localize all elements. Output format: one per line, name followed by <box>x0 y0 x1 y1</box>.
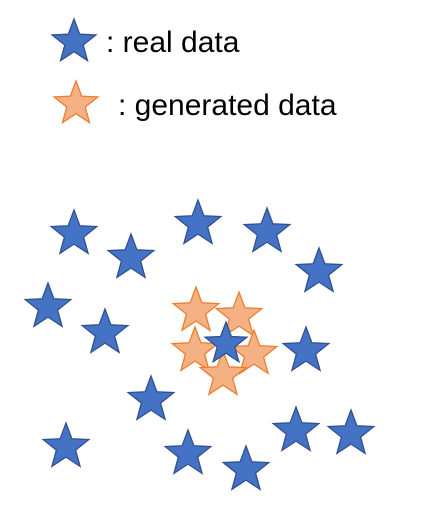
real-data-star-icon <box>41 421 91 468</box>
legend-real-star-icon <box>50 17 98 63</box>
real-data-star-icon <box>326 408 376 455</box>
real-data-star-icon <box>203 320 249 364</box>
real-data-star-icon <box>50 17 98 63</box>
legend-real-label: : real data <box>106 26 240 59</box>
real-data-star-icon <box>49 208 99 255</box>
legend: : real data : generated data <box>50 17 337 125</box>
real-data-star-icon <box>294 246 344 293</box>
legend-generated-label: : generated data <box>118 89 337 122</box>
real-data-star-icon <box>106 232 156 279</box>
real-data-star-icon <box>281 325 331 372</box>
real-data-star-icon <box>23 281 73 328</box>
generated-data-star-icon <box>52 79 100 125</box>
real-data-points <box>23 198 376 491</box>
real-data-star-icon <box>271 405 321 452</box>
generated-data-star-icon <box>214 290 264 337</box>
generated-data-points <box>170 285 279 396</box>
real-data-star-icon <box>126 374 176 421</box>
real-data-star-icon <box>163 428 213 475</box>
generated-data-star-icon <box>171 285 221 332</box>
real-data-star-icon <box>221 444 271 491</box>
generated-data-star-icon <box>198 349 248 396</box>
real-data-star-icon <box>242 206 292 253</box>
generated-data-star-icon <box>170 325 220 372</box>
real-data-star-icon <box>173 198 223 245</box>
legend-generated-star-icon <box>52 79 100 125</box>
generated-data-star-icon <box>229 328 279 375</box>
real-data-star-icon <box>80 307 130 354</box>
